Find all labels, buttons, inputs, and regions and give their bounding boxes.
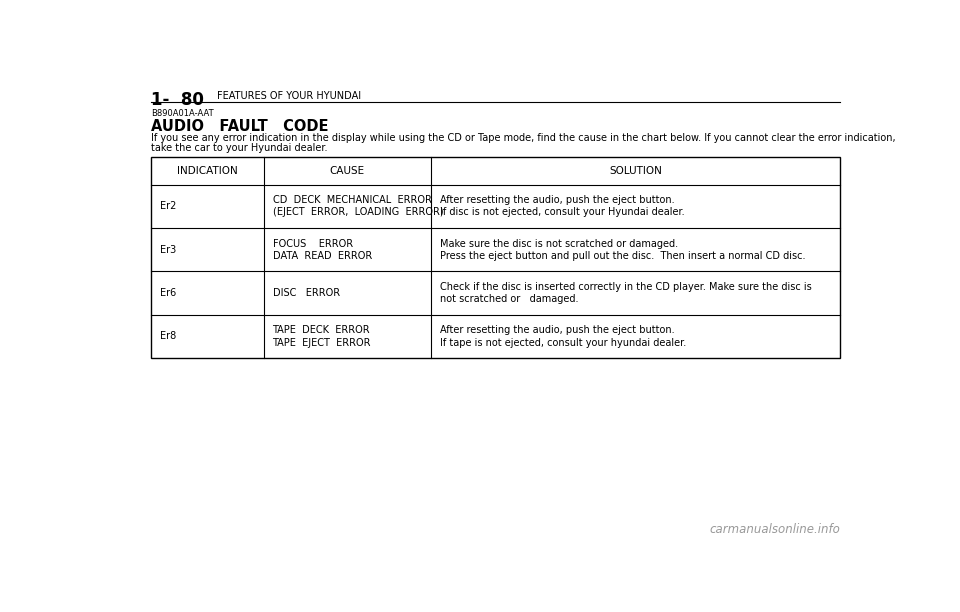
- Text: CAUSE: CAUSE: [329, 166, 365, 176]
- Text: Er2: Er2: [160, 201, 177, 211]
- Text: After resetting the audio, push the eject button.: After resetting the audio, push the ejec…: [440, 195, 675, 205]
- Text: DISC   ERROR: DISC ERROR: [273, 288, 340, 298]
- Text: If tape is not ejected, consult your hyundai dealer.: If tape is not ejected, consult your hyu…: [440, 338, 686, 348]
- Text: CD  DECK  MECHANICAL  ERROR: CD DECK MECHANICAL ERROR: [273, 195, 431, 205]
- Text: Make sure the disc is not scratched or damaged.: Make sure the disc is not scratched or d…: [440, 239, 678, 248]
- Text: Er8: Er8: [160, 331, 177, 341]
- Text: 1-  80: 1- 80: [152, 91, 204, 110]
- Text: FEATURES OF YOUR HYUNDAI: FEATURES OF YOUR HYUNDAI: [217, 91, 361, 102]
- Text: AUDIO   FAULT   CODE: AUDIO FAULT CODE: [152, 119, 328, 134]
- Text: SOLUTION: SOLUTION: [610, 166, 662, 176]
- Text: INDICATION: INDICATION: [177, 166, 238, 176]
- Text: Press the eject button and pull out the disc.  Then insert a normal CD disc.: Press the eject button and pull out the …: [440, 251, 805, 261]
- Text: Er6: Er6: [160, 288, 177, 298]
- Text: If you see any error indication in the display while using the CD or Tape mode, : If you see any error indication in the d…: [152, 133, 896, 143]
- Text: take the car to your Hyundai dealer.: take the car to your Hyundai dealer.: [152, 143, 327, 153]
- Text: B890A01A-AAT: B890A01A-AAT: [152, 109, 214, 118]
- Text: not scratched or   damaged.: not scratched or damaged.: [440, 294, 579, 304]
- Text: Check if the disc is inserted correctly in the CD player. Make sure the disc is: Check if the disc is inserted correctly …: [440, 282, 811, 292]
- Text: (EJECT  ERROR,  LOADING  ERROR): (EJECT ERROR, LOADING ERROR): [273, 207, 444, 217]
- Text: DATA  READ  ERROR: DATA READ ERROR: [273, 251, 372, 261]
- Text: If disc is not ejected, consult your Hyundai dealer.: If disc is not ejected, consult your Hyu…: [440, 207, 684, 217]
- Text: TAPE  EJECT  ERROR: TAPE EJECT ERROR: [273, 338, 371, 348]
- Text: Er3: Er3: [160, 245, 177, 255]
- Text: carmanualsonline.info: carmanualsonline.info: [709, 523, 840, 536]
- Text: TAPE  DECK  ERROR: TAPE DECK ERROR: [273, 325, 371, 335]
- Text: After resetting the audio, push the eject button.: After resetting the audio, push the ejec…: [440, 325, 675, 335]
- Text: FOCUS    ERROR: FOCUS ERROR: [273, 239, 352, 248]
